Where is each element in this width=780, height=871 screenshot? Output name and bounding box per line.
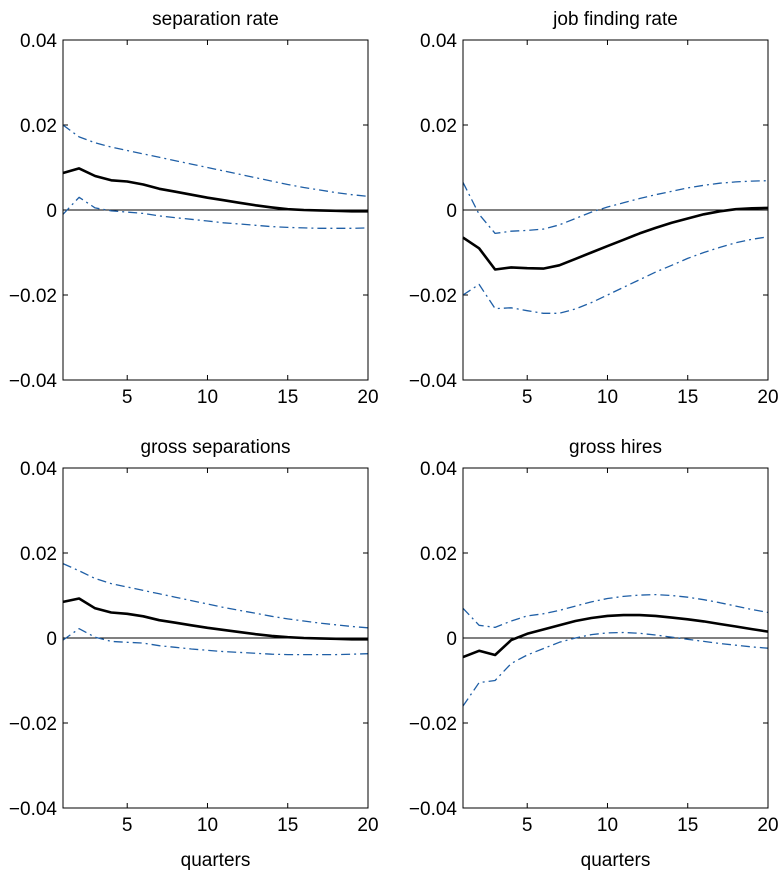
series-line-confidence-band bbox=[62, 628, 369, 656]
x-tick-label: 10 bbox=[197, 387, 218, 408]
x-tick-label: 10 bbox=[597, 387, 618, 408]
y-tick-label: −0.02 bbox=[409, 286, 457, 307]
series-group bbox=[62, 124, 369, 229]
series-line-point-estimate bbox=[62, 167, 368, 213]
y-tick-label: 0.04 bbox=[420, 459, 457, 480]
series-line-confidence-band bbox=[62, 563, 369, 629]
y-tick-label: 0.02 bbox=[20, 544, 57, 565]
plot-frame bbox=[462, 39, 769, 381]
series-line-confidence-band bbox=[62, 196, 369, 229]
x-tick-label: 20 bbox=[757, 387, 778, 408]
x-tick-label: 20 bbox=[757, 815, 778, 836]
y-tick-label: −0.04 bbox=[409, 799, 458, 820]
x-tick-label: 5 bbox=[122, 387, 133, 408]
panel-title: gross hires bbox=[569, 437, 662, 458]
tick-group: −0.04 −0.02 0 0.02 0.04 5 10 15 20 bbox=[409, 31, 779, 408]
tick-group: −0.04 −0.02 0 0.02 0.04 5 10 15 20 bbox=[9, 459, 379, 836]
x-tick-label: 15 bbox=[677, 387, 698, 408]
y-tick-label: 0.02 bbox=[420, 544, 457, 565]
panel-title: job finding rate bbox=[552, 9, 678, 30]
series-line-confidence-band bbox=[462, 236, 769, 314]
panel-job-finding-rate: job finding rate −0.04 −0.02 0 0.02 0.04 5 10 1… bbox=[409, 9, 779, 408]
y-tick-label: −0.02 bbox=[409, 714, 457, 735]
panel-gross-separations: gross separations −0.04 −0.02 0 0.02 0.04 5 10… bbox=[9, 437, 379, 871]
y-tick-label: −0.04 bbox=[409, 371, 458, 392]
series-line-confidence-band bbox=[462, 593, 769, 629]
y-tick-label: 0.04 bbox=[20, 459, 57, 480]
y-tick-label: 0 bbox=[446, 201, 457, 222]
tick-group: −0.04 −0.02 0 0.02 0.04 5 10 15 20 bbox=[409, 459, 779, 836]
panel-gross-hires: gross hires −0.04 −0.02 0 0.02 0.04 5 10 15 20 q… bbox=[409, 437, 779, 871]
panel-title: separation rate bbox=[152, 9, 279, 30]
plot-frame bbox=[62, 467, 369, 809]
y-tick-label: −0.04 bbox=[9, 371, 58, 392]
panel-separation-rate: separation rate −0.04 −0.02 0 0.02 0.04 5 10 15… bbox=[9, 9, 379, 408]
series-line-point-estimate bbox=[462, 613, 769, 659]
series-group bbox=[62, 563, 369, 656]
series-group bbox=[462, 180, 769, 314]
x-tick-label: 10 bbox=[197, 815, 218, 836]
y-tick-label: 0.04 bbox=[20, 31, 57, 52]
x-tick-label: 5 bbox=[522, 815, 533, 836]
y-tick-label: 0.02 bbox=[20, 116, 57, 137]
y-tick-label: −0.02 bbox=[9, 714, 57, 735]
y-tick-label: 0.04 bbox=[420, 31, 457, 52]
y-tick-label: 0 bbox=[446, 629, 457, 650]
y-tick-label: 0 bbox=[46, 629, 57, 650]
y-tick-label: 0.02 bbox=[420, 116, 457, 137]
x-tick-label: 5 bbox=[122, 815, 133, 836]
x-tick-label: 20 bbox=[357, 815, 378, 836]
x-tick-label: 15 bbox=[277, 387, 298, 408]
tick-group: −0.04 −0.02 0 0.02 0.04 5 10 15 20 bbox=[9, 31, 379, 408]
x-axis-label: quarters bbox=[581, 850, 651, 871]
x-axis-label: quarters bbox=[181, 850, 251, 871]
series-line-point-estimate bbox=[462, 206, 769, 271]
series-line-confidence-band bbox=[62, 124, 369, 198]
panel-title: gross separations bbox=[141, 437, 291, 458]
x-tick-label: 15 bbox=[277, 815, 298, 836]
plot-frame bbox=[462, 467, 769, 809]
x-tick-label: 5 bbox=[522, 387, 533, 408]
y-tick-label: −0.04 bbox=[9, 799, 58, 820]
series-line-confidence-band bbox=[462, 631, 769, 707]
x-tick-label: 10 bbox=[597, 815, 618, 836]
x-tick-label: 20 bbox=[357, 387, 378, 408]
y-tick-label: 0 bbox=[46, 201, 57, 222]
series-line-point-estimate bbox=[62, 597, 368, 641]
plot-frame bbox=[62, 39, 369, 381]
series-group bbox=[462, 593, 769, 707]
x-tick-label: 15 bbox=[677, 815, 698, 836]
y-tick-label: −0.02 bbox=[9, 286, 57, 307]
series-line-confidence-band bbox=[462, 180, 769, 235]
